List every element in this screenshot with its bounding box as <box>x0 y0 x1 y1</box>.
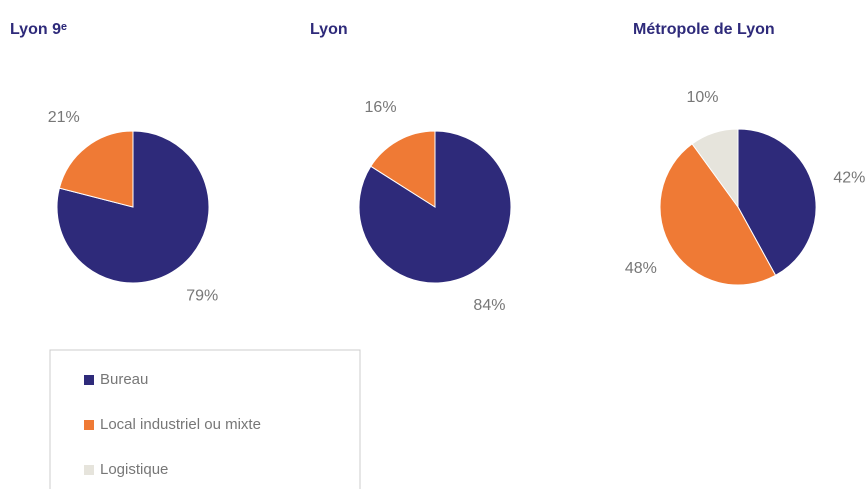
pie-slice <box>358 130 512 284</box>
value-label: 10% <box>686 89 718 106</box>
legend-box <box>49 349 361 489</box>
chart-title: Lyon 9ᵉ <box>10 21 67 38</box>
pie-slice <box>737 128 817 277</box>
pie-slice <box>58 130 134 208</box>
legend-swatch <box>84 420 94 430</box>
chart-title: Métropole de Lyon <box>633 21 775 38</box>
pie-slice <box>691 128 739 209</box>
legend-swatch <box>84 465 94 475</box>
legend-label: Bureau <box>100 371 148 388</box>
chart-title: Lyon <box>310 21 348 38</box>
value-label: 16% <box>365 99 397 116</box>
legend-swatch <box>84 375 94 385</box>
value-label: 79% <box>186 288 218 305</box>
pie-slice <box>659 143 777 286</box>
value-label: 48% <box>625 260 657 277</box>
pie-slice <box>370 130 436 208</box>
legend-label: Local industriel ou mixte <box>100 416 261 433</box>
value-label: 21% <box>48 109 80 126</box>
legend-label: Logistique <box>100 461 168 478</box>
value-label: 84% <box>473 297 505 314</box>
value-label: 42% <box>833 170 865 187</box>
